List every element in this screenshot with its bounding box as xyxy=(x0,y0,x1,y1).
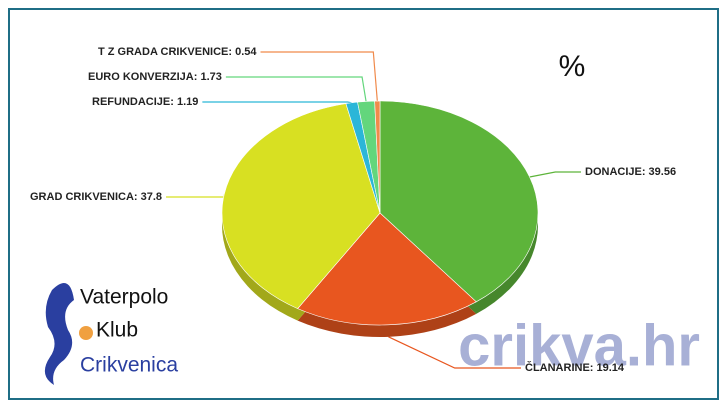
data-label: DONACIJE: 39.56 xyxy=(585,166,676,178)
slice xyxy=(297,212,477,326)
logo-text: Klub xyxy=(96,319,138,342)
data-label: GRAD CRIKVENICA: 37.8 xyxy=(30,191,162,203)
leader-line xyxy=(529,171,581,178)
data-label: ČLANARINE: 19.14 xyxy=(525,361,625,374)
leader-line xyxy=(388,336,521,369)
leader-line xyxy=(260,51,378,102)
logo-text: Vaterpolo xyxy=(80,286,168,309)
logo-text: Crikvenica xyxy=(80,354,178,377)
slice xyxy=(374,100,381,214)
leader-line xyxy=(166,194,225,198)
frame xyxy=(8,8,719,400)
leader-line xyxy=(202,101,352,104)
data-label: REFUNDACIJE: 1.19 xyxy=(92,96,198,108)
logo-seahorse xyxy=(44,282,74,385)
data-label: EURO KONVERZIJA: 1.73 xyxy=(88,71,222,83)
chart-title: % xyxy=(559,50,586,83)
data-label: T Z GRADA CRIKVENICE: 0.54 xyxy=(98,46,257,58)
logo-ball xyxy=(79,326,93,340)
slice xyxy=(221,103,381,309)
leader-line xyxy=(225,76,367,102)
slice xyxy=(379,100,539,303)
logo: Vaterpolo Klub Crikvenica xyxy=(44,282,178,385)
